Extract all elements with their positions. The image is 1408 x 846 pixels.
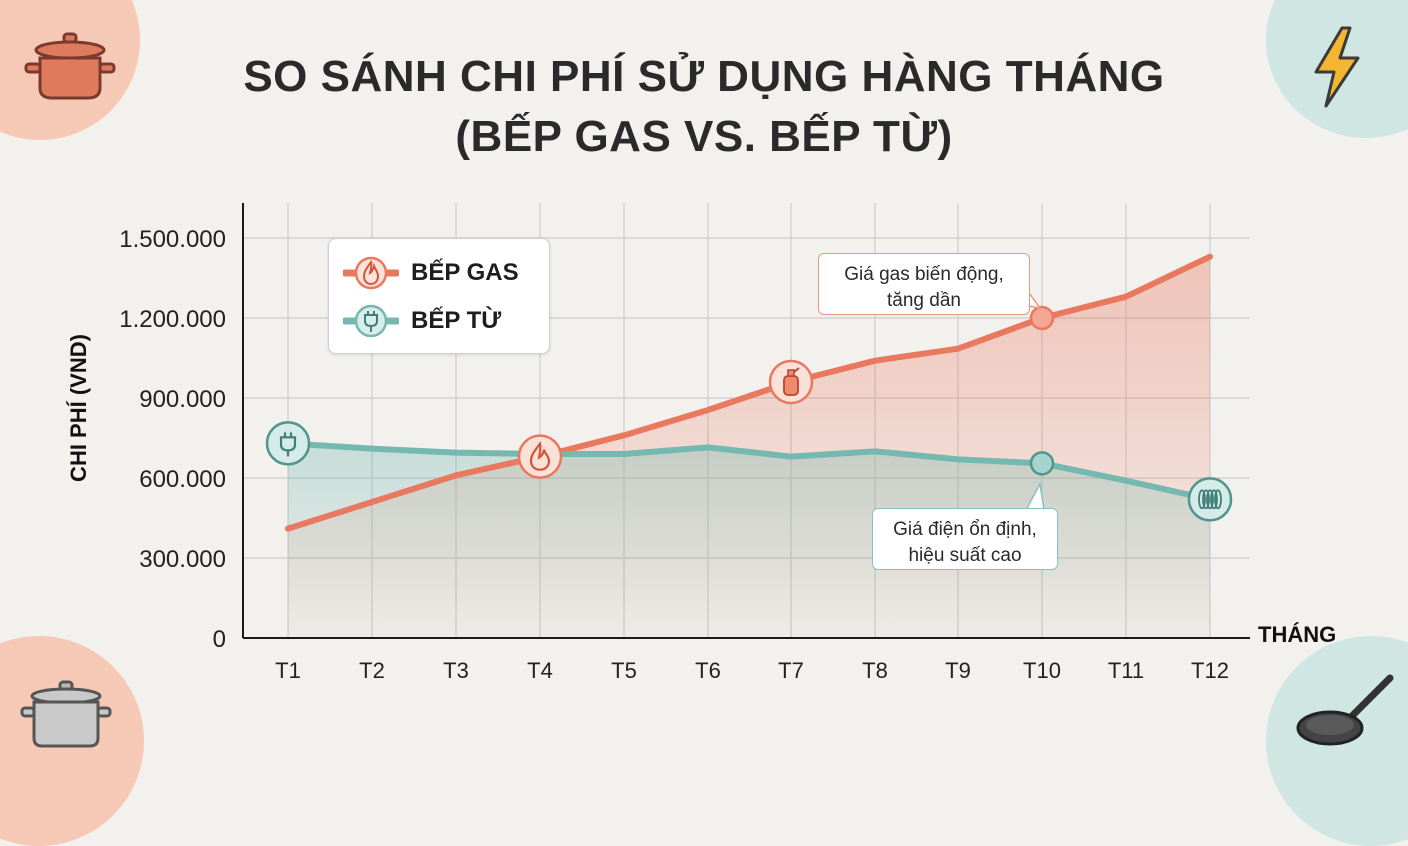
chart-title-line-1: SO SÁNH CHI PHÍ SỬ DỤNG HÀNG THÁNG [243, 52, 1165, 101]
chart-legend: BẾP GAS BẾP TỪ [328, 238, 550, 354]
legend-label-gas: BẾP GAS [411, 259, 519, 286]
annotation-electric-pointer [1025, 481, 1045, 511]
series-line-gas [285, 253, 1213, 532]
x-tick-label: T10 [1023, 658, 1061, 683]
y-tick-label: 900.000 [139, 386, 226, 413]
x-tick-label: T2 [359, 658, 385, 683]
legend-item-gas: BẾP GAS [343, 253, 519, 293]
annotation-gas: Giá gas biến động, tăng dần [818, 253, 1030, 315]
cooking-pot-icon [24, 32, 116, 100]
x-tick-label: T12 [1191, 658, 1229, 683]
annotation-gas-line-2: tăng dần [887, 290, 961, 311]
x-tick-label: T6 [695, 658, 721, 683]
x-tick-label: T4 [527, 658, 553, 683]
y-tick-label: 600.000 [139, 466, 226, 493]
gas-cylinder-icon [768, 359, 814, 405]
x-tick-label: T5 [611, 658, 637, 683]
x-tick-label: T8 [862, 658, 888, 683]
x-tick-label: T1 [275, 658, 301, 683]
series-line-electric [285, 440, 1213, 503]
induction-coil-icon [1187, 477, 1233, 522]
x-tick-label: T7 [778, 658, 804, 683]
y-tick-label: 1.200.000 [119, 306, 226, 333]
annotation-gas-line-1: Giá gas biến động, [844, 264, 1004, 285]
plug-icon [265, 421, 311, 466]
annotation-electric-line-2: hiệu suất cao [908, 545, 1022, 566]
chart-title-line-2: (BẾP GAS VS. BẾP TỪ) [455, 112, 953, 161]
x-tick-label: T9 [945, 658, 971, 683]
flame-icon [517, 434, 563, 479]
legend-item-electric: BẾP TỪ [343, 301, 501, 341]
area-fill-electric [288, 443, 1210, 638]
y-axis-title: CHI PHÍ (VND) [66, 334, 91, 482]
line-chart: 0 300.000 600.000 900.000 1.200.000 1.500.000… [66, 203, 1336, 683]
lightning-bolt-icon [1314, 26, 1360, 108]
annotation-electric-line-1: Giá điện ổn định, [893, 519, 1037, 540]
stock-pot-icon [20, 680, 112, 748]
y-tick-label: 300.000 [139, 546, 226, 573]
x-axis-title: THÁNG [1258, 622, 1336, 647]
legend-label-electric: BẾP TỪ [411, 307, 502, 334]
frying-pan-icon [1296, 674, 1394, 746]
y-tick-label: 0 [213, 626, 226, 653]
y-tick-label: 1.500.000 [119, 226, 226, 253]
data-point-gas-T10 [1029, 305, 1055, 331]
annotation-electric: Giá điện ổn định, hiệu suất cao [872, 508, 1058, 570]
plug-icon [343, 304, 399, 338]
x-tick-label: T11 [1108, 658, 1144, 683]
flame-icon [343, 256, 399, 290]
x-tick-label: T3 [443, 658, 469, 683]
data-point-electric-T10 [1029, 451, 1055, 476]
